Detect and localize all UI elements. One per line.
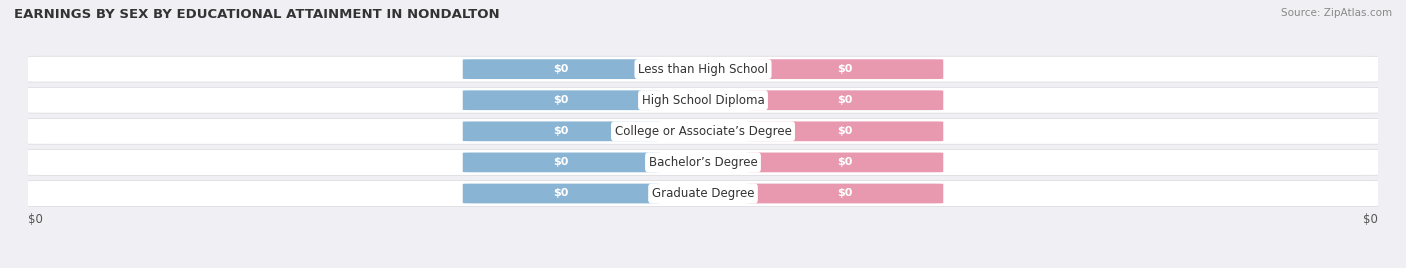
- FancyBboxPatch shape: [463, 152, 659, 172]
- Text: $0: $0: [837, 64, 852, 74]
- FancyBboxPatch shape: [463, 184, 659, 203]
- FancyBboxPatch shape: [747, 59, 943, 79]
- FancyBboxPatch shape: [21, 118, 1385, 144]
- Text: Source: ZipAtlas.com: Source: ZipAtlas.com: [1281, 8, 1392, 18]
- Text: $0: $0: [837, 95, 852, 105]
- FancyBboxPatch shape: [747, 152, 943, 172]
- Legend: Male, Female: Male, Female: [631, 266, 775, 268]
- FancyBboxPatch shape: [21, 56, 1385, 82]
- Text: Bachelor’s Degree: Bachelor’s Degree: [648, 156, 758, 169]
- Text: Less than High School: Less than High School: [638, 63, 768, 76]
- Text: $0: $0: [554, 188, 569, 199]
- Text: $0: $0: [837, 157, 852, 168]
- FancyBboxPatch shape: [747, 90, 943, 110]
- Text: $0: $0: [554, 95, 569, 105]
- Text: High School Diploma: High School Diploma: [641, 94, 765, 107]
- FancyBboxPatch shape: [463, 121, 659, 141]
- FancyBboxPatch shape: [21, 87, 1385, 113]
- FancyBboxPatch shape: [463, 59, 659, 79]
- Text: Graduate Degree: Graduate Degree: [652, 187, 754, 200]
- Text: $0: $0: [837, 126, 852, 136]
- FancyBboxPatch shape: [463, 90, 659, 110]
- FancyBboxPatch shape: [21, 181, 1385, 206]
- FancyBboxPatch shape: [747, 121, 943, 141]
- Text: $0: $0: [554, 157, 569, 168]
- FancyBboxPatch shape: [21, 150, 1385, 175]
- Text: $0: $0: [554, 64, 569, 74]
- Text: EARNINGS BY SEX BY EDUCATIONAL ATTAINMENT IN NONDALTON: EARNINGS BY SEX BY EDUCATIONAL ATTAINMEN…: [14, 8, 499, 21]
- FancyBboxPatch shape: [747, 184, 943, 203]
- Text: $0: $0: [837, 188, 852, 199]
- Text: College or Associate’s Degree: College or Associate’s Degree: [614, 125, 792, 138]
- Text: $0: $0: [554, 126, 569, 136]
